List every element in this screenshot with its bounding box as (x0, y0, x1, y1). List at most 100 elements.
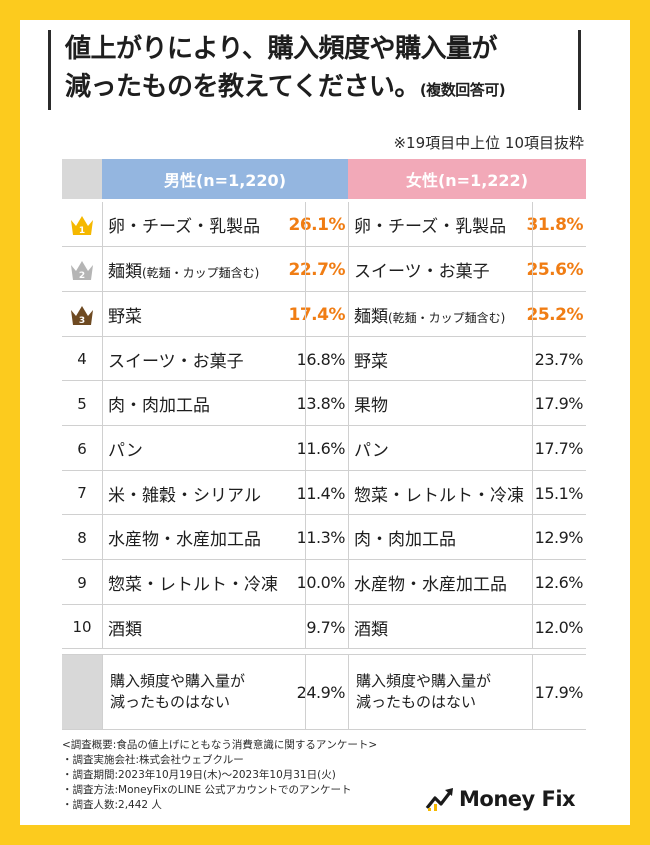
column-divider (532, 515, 533, 560)
male-item-text: スイーツ・お菓子 (108, 351, 244, 372)
column-divider (348, 292, 349, 337)
female-value: 15.1% (534, 483, 584, 503)
male-item-text: 水産物・水産加工品 (108, 530, 261, 550)
female-item-name: 卵・チーズ・乳製品 (354, 212, 506, 237)
female-item-name: パン (354, 436, 389, 461)
male-value: 26.1% (288, 214, 346, 235)
male-value-cell: 22.7% (289, 247, 348, 292)
rank-cell: 2 (62, 247, 102, 292)
male-item-text: パン (108, 441, 143, 461)
female-item-text: 麺類 (354, 307, 388, 327)
table-row: 3 野菜 17.4% 麺類(乾麺・カップ麺含む) 25.2% (62, 292, 586, 337)
male-item-name: パン (108, 436, 143, 461)
female-value-cell: 12.0% (532, 605, 586, 649)
column-divider (348, 515, 349, 560)
male-value: 11.3% (296, 528, 346, 547)
rank-cell: 1 (62, 202, 102, 247)
row-divider (62, 514, 586, 515)
table-row: 9 惣菜・レトルト・冷凍 10.0% 水産物・水産加工品 12.6% (62, 560, 586, 605)
female-item: 肉・肉加工品 (348, 515, 532, 560)
female-value: 12.0% (534, 617, 584, 637)
male-item-name: 肉・肉加工品 (108, 391, 210, 416)
rank-cell: 3 (62, 292, 102, 337)
female-item: 卵・チーズ・乳製品 (348, 202, 532, 247)
male-none-item: 購入頻度や購入量が 減ったものはない (102, 654, 306, 730)
survey-footnote: <調査概要:食品の値上げにともなう消費意識に関するアンケート> ・調査実施会社:株… (62, 738, 422, 813)
male-item-name: 野菜 (108, 302, 142, 327)
column-divider (102, 292, 103, 337)
female-value-cell: 12.9% (532, 515, 586, 560)
column-divider (532, 292, 533, 337)
male-item: 酒類 (102, 605, 348, 649)
female-item-name: 果物 (354, 391, 388, 416)
column-divider (348, 337, 349, 381)
female-value-cell: 17.7% (532, 426, 586, 471)
male-value-cell: 11.3% (297, 515, 348, 560)
card-background (20, 20, 630, 825)
female-item-text: 肉・肉加工品 (354, 530, 456, 550)
column-divider (532, 337, 533, 381)
rank-number: 7 (77, 484, 87, 502)
table-row: 1 卵・チーズ・乳製品 26.1% 卵・チーズ・乳製品 31.8% (62, 202, 586, 247)
rank-number: 4 (77, 350, 87, 368)
female-item: パン (348, 426, 532, 471)
male-item-name: 惣菜・レトルト・冷凍 (108, 570, 278, 595)
female-value-cell: 17.9% (532, 381, 586, 426)
female-item: 水産物・水産加工品 (348, 560, 532, 605)
title-note: (複数回答可) (419, 81, 506, 99)
male-item: 卵・チーズ・乳製品 (102, 202, 348, 247)
row-divider (62, 470, 586, 471)
column-divider (532, 202, 533, 247)
male-item-name: 水産物・水産加工品 (108, 525, 261, 550)
column-divider (348, 381, 349, 426)
female-value-cell: 31.8% (527, 202, 586, 247)
female-none-line1: 購入頻度や購入量が (356, 672, 492, 690)
column-divider (532, 654, 533, 730)
rank-cell: 7 (62, 471, 102, 515)
female-item-name: 水産物・水産加工品 (354, 570, 507, 595)
brand-logo: Money Fix (425, 786, 576, 812)
table-row: 7 米・雑穀・シリアル 11.4% 惣菜・レトルト・冷凍 15.1% (62, 471, 586, 515)
female-item: 惣菜・レトルト・冷凍 (348, 471, 532, 515)
male-item: 野菜 (102, 292, 348, 337)
footnote-line: <調査概要:食品の値上げにともなう消費意識に関するアンケート> (62, 739, 378, 751)
rank-number: 5 (77, 394, 87, 413)
column-divider (532, 560, 533, 605)
male-item-text: 野菜 (108, 307, 142, 327)
table-row: 6 パン 11.6% パン 17.7% (62, 426, 586, 471)
column-divider (532, 381, 533, 426)
value-divider (305, 515, 306, 560)
female-value: 17.7% (534, 439, 584, 458)
value-divider (305, 337, 306, 381)
table-row: 2 麺類(乾麺・カップ麺含む) 22.7% スイーツ・お菓子 25.6% (62, 247, 586, 292)
female-item-text: 果物 (354, 396, 388, 416)
male-value-cell: 11.4% (297, 471, 348, 515)
female-none-line2: 減ったものはない (356, 693, 477, 711)
female-value: 17.9% (534, 394, 584, 413)
column-divider (102, 247, 103, 292)
rank-number: 6 (77, 439, 87, 458)
value-divider (305, 560, 306, 605)
column-divider (532, 605, 533, 649)
column-divider (348, 202, 349, 247)
column-divider (305, 654, 306, 730)
crown-icon: 2 (71, 260, 93, 281)
female-value: 12.6% (534, 573, 584, 592)
row-divider (62, 729, 586, 730)
header-rank-cell (62, 159, 102, 199)
female-value-cell: 15.1% (532, 471, 586, 515)
male-value: 13.8% (296, 394, 346, 413)
female-value-cell: 25.2% (527, 292, 586, 337)
female-none-value-cell: 17.9% (532, 654, 586, 730)
row-divider (62, 604, 586, 605)
male-item-text: 酒類 (108, 619, 142, 640)
chart-up-arrow-icon (425, 788, 453, 811)
rank-cell: 4 (62, 337, 102, 381)
male-value-cell: 16.8% (297, 337, 348, 381)
female-item-text: 水産物・水産加工品 (354, 575, 507, 595)
brand-name: Money Fix (459, 787, 576, 811)
column-divider (348, 654, 349, 730)
table-row-none: 購入頻度や購入量が 減ったものはない 24.9% 購入頻度や購入量が 減ったものはない 1… (62, 654, 586, 730)
male-item: 米・雑穀・シリアル (102, 471, 348, 515)
column-divider (102, 515, 103, 560)
